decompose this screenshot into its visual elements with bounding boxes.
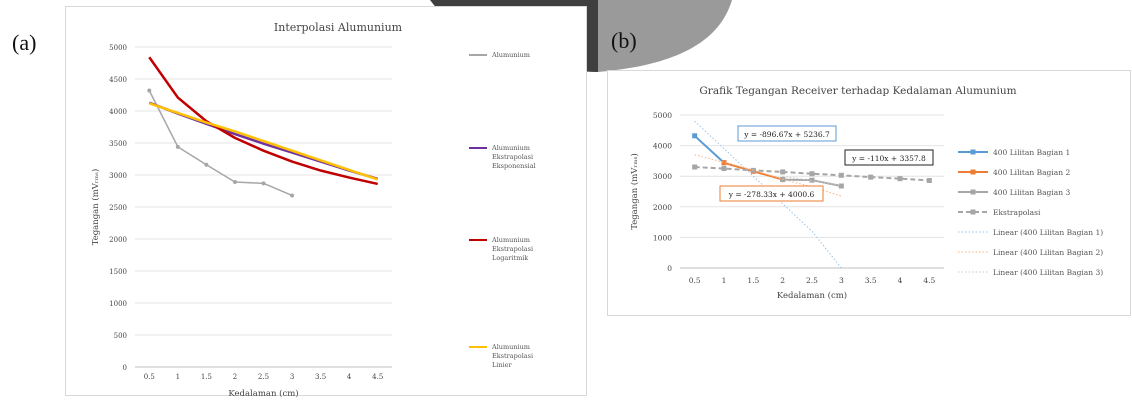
data-point-a-0 bbox=[232, 180, 237, 185]
legend-marker-b-0 bbox=[970, 149, 976, 155]
y-tick-label-a: 0 bbox=[123, 364, 127, 372]
legend-label-b-3: Ekstrapolasi bbox=[993, 208, 1041, 217]
x-tick-label-b: 3 bbox=[839, 276, 844, 285]
x-tick-label-a: 2 bbox=[233, 373, 237, 381]
series-line-a-3 bbox=[148, 102, 379, 181]
data-point-b-3 bbox=[838, 172, 844, 178]
y-tick-label-b: 3000 bbox=[653, 172, 672, 181]
equation-label-2: y = -278.33x + 4000.6 bbox=[728, 190, 815, 199]
chart-a-title: Interpolasi Alumunium bbox=[274, 21, 403, 34]
legend-marker-b-1 bbox=[970, 169, 976, 175]
legend-label-b-1: 400 Lilitan Bagian 2 bbox=[993, 168, 1070, 177]
series-line-b-3 bbox=[694, 166, 930, 182]
equation-box-2 bbox=[719, 185, 824, 202]
y-tick-label-a: 3500 bbox=[109, 140, 127, 148]
equation-label-1: y = -110x + 3357.8 bbox=[851, 154, 926, 163]
series-line-a-0 bbox=[148, 90, 293, 197]
x-tick-label-b: 3.5 bbox=[865, 276, 877, 285]
equation-box-0 bbox=[737, 125, 837, 142]
x-tick-label-b: 4 bbox=[898, 276, 903, 285]
legend-label-a-2: Alumunium Ekstrapolasi Logaritmik bbox=[491, 236, 533, 262]
chart-b-frame bbox=[607, 70, 1131, 316]
y-tick-label-a: 500 bbox=[114, 332, 127, 340]
legend-label-b-0: 400 Lilitan Bagian 1 bbox=[993, 148, 1070, 157]
panel-b-label: (b) bbox=[611, 28, 637, 53]
data-point-a-0 bbox=[175, 144, 180, 149]
x-tick-label-a: 3.5 bbox=[315, 373, 326, 381]
legend-marker-b-3 bbox=[970, 209, 976, 215]
data-point-b-3 bbox=[897, 176, 903, 182]
legend-label-a-0: Alumunium bbox=[491, 51, 530, 59]
y-tick-label-a: 2000 bbox=[109, 236, 127, 244]
equation-label-0: y = -896.67x + 5236.7 bbox=[743, 130, 830, 139]
chart-a-frame bbox=[65, 6, 587, 396]
panel-a-label: (a) bbox=[12, 30, 37, 55]
data-point-b-3 bbox=[780, 169, 786, 175]
x-tick-label-a: 4 bbox=[347, 373, 352, 381]
y-tick-label-a: 4000 bbox=[109, 108, 127, 116]
data-point-b-1 bbox=[721, 160, 727, 166]
data-point-b-3 bbox=[926, 177, 932, 183]
x-axis-title-b: Kedalaman (cm) bbox=[777, 290, 847, 301]
x-tick-label-b: 2.5 bbox=[806, 276, 818, 285]
data-point-a-0 bbox=[290, 193, 295, 198]
y-axis-title-a: Tegangan (mVᵣₘₛ) bbox=[90, 169, 101, 246]
legend-label-a-1: Alumunium Ekstrapolasi Eksponensial bbox=[491, 144, 536, 170]
chart-b-title: Grafik Tegangan Receiver terhadap Kedala… bbox=[699, 85, 1016, 97]
x-tick-label-a: 4.5 bbox=[372, 373, 383, 381]
y-tick-label-a: 1500 bbox=[109, 268, 127, 276]
x-tick-label-b: 1 bbox=[722, 276, 727, 285]
x-tick-label-b: 0.5 bbox=[689, 276, 701, 285]
data-point-a-0 bbox=[147, 88, 152, 93]
y-tick-label-a: 3000 bbox=[109, 172, 127, 180]
data-point-a-0 bbox=[261, 181, 266, 186]
y-tick-label-a: 5000 bbox=[109, 44, 127, 52]
y-tick-label-a: 1000 bbox=[109, 300, 127, 308]
series-line-b-4 bbox=[694, 120, 842, 269]
y-tick-label-a: 4500 bbox=[109, 76, 127, 84]
x-tick-label-a: 1 bbox=[176, 373, 180, 381]
series-line-a-2 bbox=[148, 56, 378, 186]
y-tick-label-b: 5000 bbox=[653, 111, 672, 120]
x-tick-label-a: 0.5 bbox=[144, 373, 155, 381]
data-point-a-0 bbox=[204, 162, 209, 167]
y-tick-label-b: 4000 bbox=[653, 142, 672, 151]
data-point-b-3 bbox=[809, 171, 815, 177]
x-tick-label-a: 1.5 bbox=[201, 373, 212, 381]
equation-box-1 bbox=[844, 149, 934, 166]
x-tick-label-b: 4.5 bbox=[923, 276, 935, 285]
legend-label-a-3: Alumunium Ekstrapolasi Linier bbox=[491, 343, 533, 369]
x-axis-title-a: Kedalaman (cm) bbox=[228, 388, 298, 399]
data-point-b-2 bbox=[809, 177, 815, 183]
data-point-b-2 bbox=[838, 183, 844, 189]
series-line-b-0 bbox=[693, 135, 725, 164]
x-tick-label-a: 3 bbox=[290, 373, 294, 381]
x-tick-label-b: 2 bbox=[780, 276, 785, 285]
y-axis-title-b: Tegangan (mVᵣₘₛ) bbox=[629, 153, 640, 230]
data-point-b-3 bbox=[692, 164, 698, 170]
data-point-b-3 bbox=[721, 166, 727, 172]
series-line-b-6 bbox=[782, 175, 842, 186]
y-tick-label-b: 0 bbox=[667, 264, 672, 273]
legend-marker-b-2 bbox=[970, 189, 976, 195]
legend-label-b-6: Linear (400 Lilitan Bagian 3) bbox=[993, 268, 1103, 277]
data-point-b-3 bbox=[868, 174, 874, 180]
y-tick-label-b: 2000 bbox=[653, 203, 672, 212]
data-point-b-0 bbox=[692, 133, 698, 139]
x-tick-label-b: 1.5 bbox=[747, 276, 759, 285]
legend-label-b-5: Linear (400 Lilitan Bagian 2) bbox=[993, 248, 1103, 257]
legend-label-b-2: 400 Lilitan Bagian 3 bbox=[993, 188, 1070, 197]
x-tick-label-a: 2.5 bbox=[258, 373, 269, 381]
legend-label-b-4: Linear (400 Lilitan Bagian 1) bbox=[993, 228, 1103, 237]
y-tick-label-a: 2500 bbox=[109, 204, 127, 212]
y-tick-label-b: 1000 bbox=[653, 233, 672, 242]
